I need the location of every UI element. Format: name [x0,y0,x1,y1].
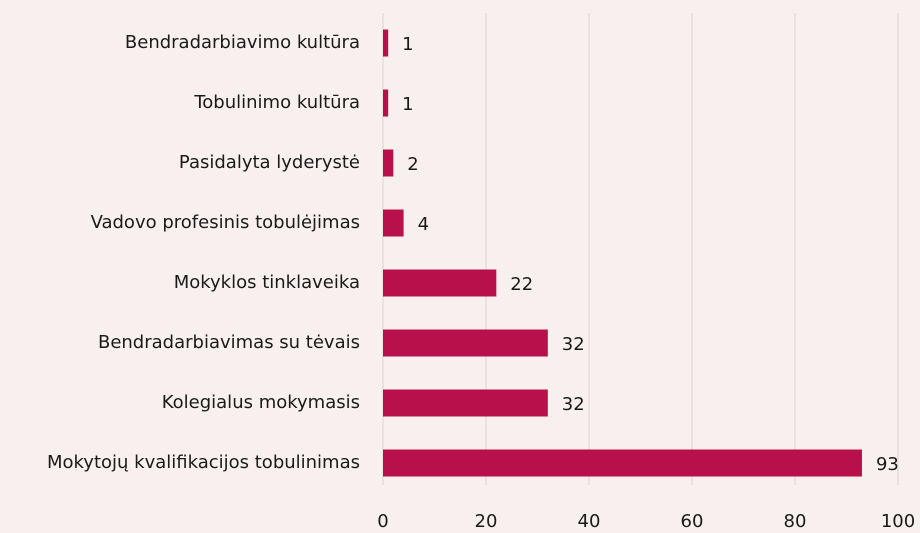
x-tick-label: 60 [681,511,704,532]
x-tick-label: 80 [784,511,807,532]
data-label: 2 [407,154,418,175]
x-tick-label: 0 [377,511,388,532]
y-tick-label: Tobulinimo kultūra [193,92,360,113]
data-label: 32 [562,394,585,415]
x-tick-label: 100 [881,511,915,532]
bar [383,29,389,57]
y-tick-label: Bendradarbiavimo kultūra [125,32,360,53]
y-tick-label: Vadovo profesinis tobulėjimas [91,212,360,233]
bar [383,389,548,417]
y-tick-label: Mokytojų kvalifikacijos tobulinimas [47,452,360,473]
y-tick-label: Mokyklos tinklaveika [174,272,360,293]
data-label: 32 [562,334,585,355]
data-label: 22 [510,274,533,295]
bar [383,269,497,297]
y-tick-label: Bendradarbiavimas su tėvais [98,332,360,353]
data-label: 1 [402,34,413,55]
bar [383,209,404,237]
y-tick-label: Kolegialus mokymasis [162,392,360,413]
data-label: 4 [418,214,429,235]
bar [383,449,862,477]
bar [383,149,394,177]
x-tick-label: 40 [578,511,601,532]
data-label: 1 [402,94,413,115]
bar [383,89,389,117]
y-tick-label: Pasidalyta lyderystė [179,152,360,173]
bar [383,329,548,357]
x-tick-label: 20 [475,511,498,532]
data-label: 93 [876,454,899,475]
